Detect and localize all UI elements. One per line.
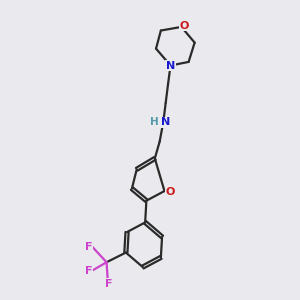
Text: F: F xyxy=(85,266,92,276)
Text: N: N xyxy=(161,117,170,127)
Text: H: H xyxy=(151,117,159,127)
Text: N: N xyxy=(166,61,175,70)
Text: O: O xyxy=(180,21,189,31)
Text: O: O xyxy=(165,187,175,197)
Text: F: F xyxy=(105,279,113,289)
Text: F: F xyxy=(85,242,92,251)
